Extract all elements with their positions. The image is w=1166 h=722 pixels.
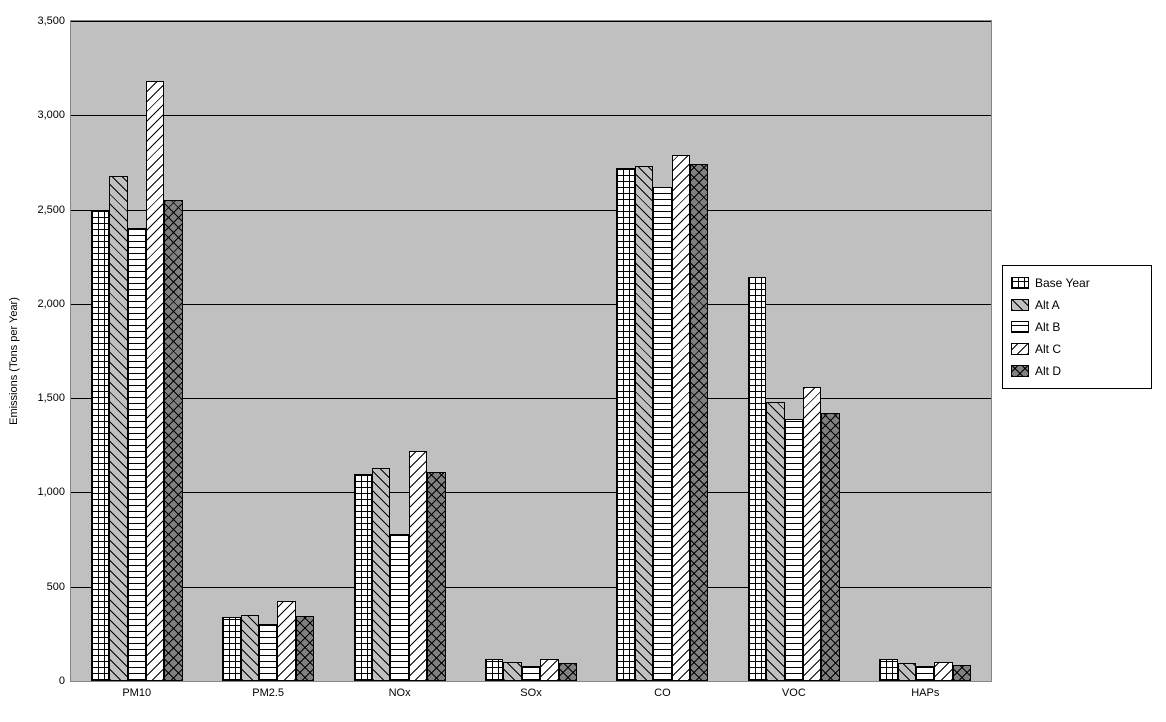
bar (653, 187, 671, 681)
bar (485, 659, 503, 681)
bar (821, 413, 839, 681)
bar (241, 615, 259, 681)
x-tick-label: PM10 (122, 687, 151, 699)
legend-label: Base Year (1035, 276, 1090, 290)
bar (616, 168, 634, 681)
bar (372, 468, 390, 681)
bar (390, 534, 408, 681)
legend-swatch (1011, 343, 1029, 355)
y-tick-label: 500 (47, 581, 65, 593)
bar (146, 81, 164, 681)
bar (898, 663, 916, 681)
bar (540, 659, 558, 681)
legend-row: Alt B (1011, 316, 1143, 338)
bar (953, 665, 971, 681)
gridline (71, 398, 991, 399)
emissions-chart: Emissions (Tons per Year) 05001,0001,500… (0, 0, 1166, 722)
bar (354, 474, 372, 681)
plot-area: 05001,0001,5002,0002,5003,0003,500PM10PM… (70, 20, 992, 682)
x-tick-label: VOC (782, 687, 806, 699)
legend-label: Alt B (1035, 320, 1060, 334)
x-tick-label: NOx (389, 687, 411, 699)
y-tick-label: 2,000 (37, 298, 65, 310)
bar (128, 228, 146, 681)
legend-swatch (1011, 365, 1029, 377)
bar (672, 155, 690, 681)
y-tick-label: 2,500 (37, 204, 65, 216)
legend-row: Base Year (1011, 272, 1143, 294)
gridline (71, 21, 991, 22)
x-tick-label: HAPs (911, 687, 939, 699)
bar (91, 210, 109, 681)
bar (916, 666, 934, 681)
gridline (71, 587, 991, 588)
bar (164, 200, 182, 681)
y-axis-label: Emissions (Tons per Year) (8, 297, 20, 425)
legend-label: Alt D (1035, 364, 1061, 378)
gridline (71, 115, 991, 116)
y-tick-label: 0 (59, 675, 65, 687)
bar (109, 176, 127, 681)
bar (748, 277, 766, 681)
y-tick-label: 1,500 (37, 392, 65, 404)
legend-label: Alt C (1035, 342, 1061, 356)
legend-swatch (1011, 277, 1029, 289)
bar (296, 616, 314, 681)
legend-swatch (1011, 299, 1029, 311)
bar (785, 419, 803, 681)
bar (222, 617, 240, 681)
legend-row: Alt D (1011, 360, 1143, 382)
bar (559, 663, 577, 681)
y-tick-label: 3,500 (37, 15, 65, 27)
gridline (71, 304, 991, 305)
bar (635, 166, 653, 681)
x-tick-label: PM2.5 (252, 687, 284, 699)
bar (427, 472, 445, 681)
y-tick-label: 1,000 (37, 486, 65, 498)
legend: Base Year Alt A Alt B Alt C Alt D (1002, 265, 1152, 389)
bar (409, 451, 427, 681)
gridline (71, 210, 991, 211)
bar (879, 659, 897, 681)
bar (766, 402, 784, 681)
bar (803, 387, 821, 681)
legend-swatch (1011, 321, 1029, 333)
bar (503, 662, 521, 681)
y-tick-label: 3,000 (37, 109, 65, 121)
legend-label: Alt A (1035, 298, 1060, 312)
bar (522, 666, 540, 681)
legend-row: Alt C (1011, 338, 1143, 360)
bar (277, 601, 295, 681)
gridline (71, 492, 991, 493)
x-tick-label: CO (654, 687, 671, 699)
bar (934, 662, 952, 681)
legend-row: Alt A (1011, 294, 1143, 316)
bar (259, 624, 277, 681)
bar (690, 164, 708, 681)
x-tick-label: SOx (520, 687, 541, 699)
